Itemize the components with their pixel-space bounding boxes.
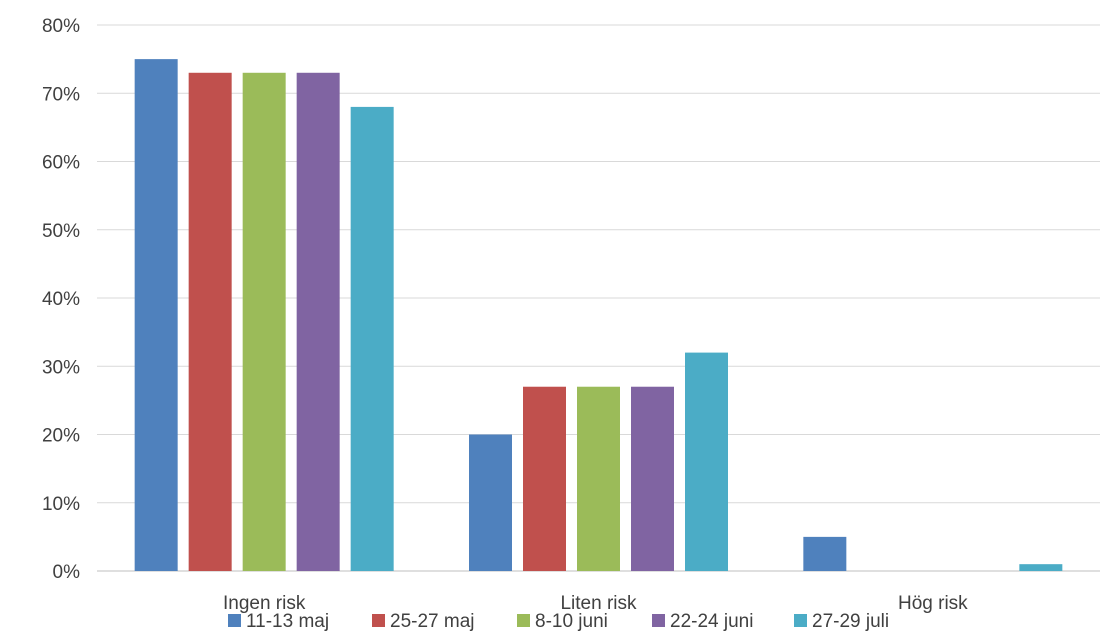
bars [134,59,1063,572]
legend-swatch [794,614,807,627]
y-tick-label: 70% [42,84,80,105]
bar-1-2 [469,434,512,571]
y-tick-label: 50% [42,221,80,242]
bar-4-2 [631,386,674,571]
legend-swatch [372,614,385,627]
x-tick-label: Hög risk [898,593,968,614]
x-axis: Ingen risk Liten risk Hög risk [223,593,968,614]
legend-swatch [652,614,665,627]
y-axis: 0% 10% 20% 30% 40% 50% 60% 70% 80% [42,16,80,583]
y-tick-label: 80% [42,16,80,37]
y-tick-label: 20% [42,426,80,447]
x-tick-label: Liten risk [560,593,637,614]
legend-label: 11-13 maj [246,611,329,632]
legend: 11-13 maj 25-27 maj 8-10 juni 22-24 juni 27-… [228,611,889,632]
bar-3-1 [242,72,286,572]
bar-1-1 [134,59,178,571]
bar-2-2 [523,386,566,571]
y-tick-label: 30% [42,357,80,378]
legend-swatch [517,614,530,627]
bar-5-1 [350,106,394,572]
legend-label: 8-10 juni [535,611,608,632]
x-tick-label: Ingen risk [223,593,306,614]
legend-swatch [228,614,241,627]
legend-label: 25-27 maj [390,611,475,632]
bar-5-3 [1019,564,1063,571]
y-tick-label: 10% [42,494,80,515]
y-tick-label: 60% [42,153,80,174]
bar-2-1 [188,72,232,572]
y-tick-label: 0% [53,562,81,583]
bar-4-1 [296,72,340,572]
y-tick-label: 40% [42,289,80,310]
legend-label: 22-24 juni [670,611,753,632]
bar-3-2 [577,386,620,571]
bar-5-2 [685,352,728,571]
legend-label: 27-29 juli [812,611,889,632]
bar-1-3 [803,536,847,571]
